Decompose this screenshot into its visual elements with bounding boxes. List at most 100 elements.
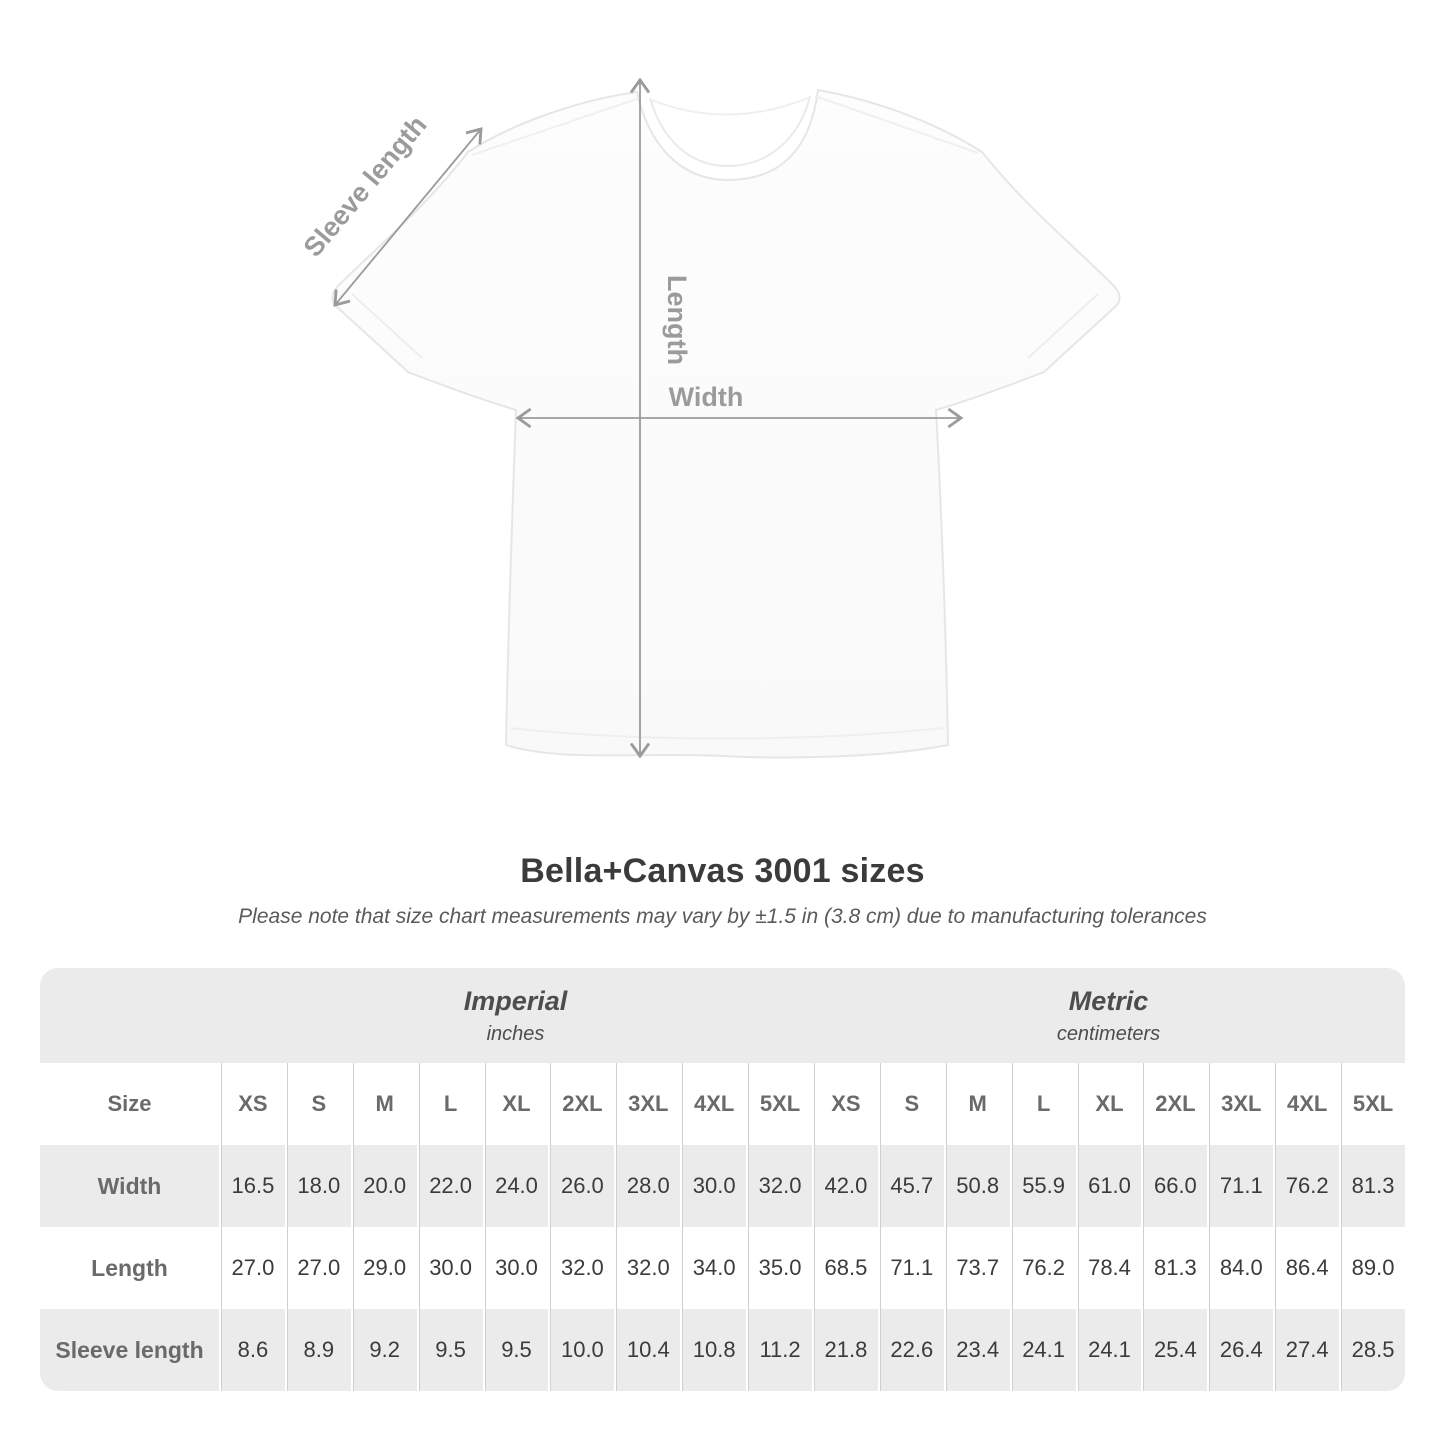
size-col-imperial-2xl: 2XL (548, 1063, 614, 1145)
value-imperial-xl: 24.0 (482, 1145, 549, 1227)
size-col-metric-3xl: 3XL (1207, 1063, 1273, 1145)
size-col-imperial-xl: XL (482, 1063, 549, 1145)
page-title: Bella+Canvas 3001 sizes (520, 852, 925, 890)
table-row: Width 16.5 18.0 20.0 22.0 24.0 26.0 28.0 30.0 32.… (40, 1145, 1405, 1227)
value-imperial-4xl: 30.0 (680, 1145, 746, 1227)
table-row: Size XS S M L XL 2XL 3XL 4XL 5XL XS S M L XL 2XL 3XL 4XL 5… (40, 1063, 1405, 1145)
value-metric-m: 23.4 (943, 1309, 1010, 1391)
table-row: Sleeve length 8.6 8.9 9.2 9.5 9.5 10.0 10.4 10.8… (40, 1309, 1405, 1391)
imperial-header: Imperial inches (219, 968, 812, 1063)
value-imperial-xl: 30.0 (482, 1227, 549, 1309)
value-metric-2xl: 66.0 (1141, 1145, 1207, 1227)
value-imperial-m: 20.0 (350, 1145, 417, 1227)
value-imperial-2xl: 26.0 (548, 1145, 614, 1227)
value-metric-l: 55.9 (1009, 1145, 1076, 1227)
value-imperial-5xl: 35.0 (746, 1227, 812, 1309)
value-imperial-l: 9.5 (416, 1309, 483, 1391)
value-metric-l: 24.1 (1009, 1309, 1076, 1391)
value-imperial-l: 22.0 (416, 1145, 483, 1227)
value-imperial-m: 29.0 (350, 1227, 417, 1309)
value-metric-s: 71.1 (877, 1227, 944, 1309)
value-metric-2xl: 81.3 (1141, 1227, 1207, 1309)
value-metric-m: 73.7 (943, 1227, 1010, 1309)
value-metric-5xl: 89.0 (1339, 1227, 1405, 1309)
size-table: Imperial inches Metric centimeters Size X… (40, 968, 1405, 1391)
metric-header: Metric centimeters (812, 968, 1405, 1063)
size-col-metric-l: L (1009, 1063, 1076, 1145)
value-imperial-5xl: 32.0 (746, 1145, 812, 1227)
size-col-metric-5xl: 5XL (1339, 1063, 1405, 1145)
size-col-imperial-5xl: 5XL (746, 1063, 812, 1145)
tolerance-note: Please note that size chart measurements… (238, 905, 1207, 928)
value-metric-3xl: 26.4 (1207, 1309, 1273, 1391)
size-col-metric-m: M (943, 1063, 1010, 1145)
value-metric-xs: 42.0 (811, 1145, 878, 1227)
value-metric-2xl: 25.4 (1141, 1309, 1207, 1391)
value-metric-m: 50.8 (943, 1145, 1010, 1227)
size-row-header: Size (107, 1091, 152, 1116)
value-metric-5xl: 81.3 (1339, 1145, 1405, 1227)
value-metric-s: 45.7 (877, 1145, 944, 1227)
value-metric-xs: 68.5 (811, 1227, 878, 1309)
value-imperial-4xl: 10.8 (680, 1309, 746, 1391)
value-imperial-s: 18.0 (284, 1145, 351, 1227)
value-imperial-xs: 8.6 (219, 1309, 285, 1391)
size-col-metric-xl: XL (1075, 1063, 1142, 1145)
value-imperial-3xl: 32.0 (614, 1227, 680, 1309)
size-col-imperial-s: S (284, 1063, 351, 1145)
value-metric-xl: 78.4 (1075, 1227, 1142, 1309)
value-metric-xl: 24.1 (1075, 1309, 1142, 1391)
row-label-sleeve-length: Sleeve length (55, 1336, 204, 1363)
size-col-imperial-l: L (416, 1063, 483, 1145)
row-label-length: Length (91, 1254, 168, 1281)
table-row: Length 27.0 27.0 29.0 30.0 30.0 32.0 32.0 34.0 35… (40, 1227, 1405, 1309)
value-imperial-5xl: 11.2 (746, 1309, 812, 1391)
size-col-metric-2xl: 2XL (1141, 1063, 1207, 1145)
value-imperial-3xl: 28.0 (614, 1145, 680, 1227)
value-metric-xl: 61.0 (1075, 1145, 1142, 1227)
value-imperial-xs: 27.0 (219, 1227, 285, 1309)
size-col-imperial-4xl: 4XL (680, 1063, 746, 1145)
value-imperial-m: 9.2 (350, 1309, 417, 1391)
unit-band-spacer (40, 968, 219, 1063)
imperial-unit: inches (486, 1022, 545, 1045)
imperial-title: Imperial (463, 985, 568, 1016)
value-metric-3xl: 71.1 (1207, 1145, 1273, 1227)
value-metric-xs: 21.8 (811, 1309, 878, 1391)
value-imperial-4xl: 34.0 (680, 1227, 746, 1309)
value-metric-3xl: 84.0 (1207, 1227, 1273, 1309)
metric-unit: centimeters (1056, 1022, 1161, 1045)
value-imperial-s: 27.0 (284, 1227, 351, 1309)
value-imperial-xl: 9.5 (482, 1309, 549, 1391)
heading: Bella+Canvas 3001 sizes Please note that… (0, 852, 1445, 929)
value-imperial-xs: 16.5 (219, 1145, 285, 1227)
length-label: Length (662, 275, 692, 365)
value-imperial-s: 8.9 (284, 1309, 351, 1391)
tshirt-diagram: Sleeve length Length Width (298, 77, 1121, 759)
row-label-width: Width (97, 1172, 162, 1199)
size-col-metric-s: S (877, 1063, 944, 1145)
value-metric-s: 22.6 (877, 1309, 944, 1391)
value-imperial-2xl: 10.0 (548, 1309, 614, 1391)
value-metric-4xl: 27.4 (1273, 1309, 1339, 1391)
value-metric-5xl: 28.5 (1339, 1309, 1405, 1391)
sleeve-arrow (333, 127, 483, 307)
metric-title: Metric (1068, 985, 1149, 1016)
value-imperial-3xl: 10.4 (614, 1309, 680, 1391)
measurement-arrows (333, 77, 964, 759)
unit-header-band: Imperial inches Metric centimeters (40, 968, 1405, 1063)
size-col-metric-xs: XS (811, 1063, 878, 1145)
value-imperial-l: 30.0 (416, 1227, 483, 1309)
width-label: Width (669, 382, 744, 412)
value-metric-4xl: 76.2 (1273, 1145, 1339, 1227)
size-col-metric-4xl: 4XL (1273, 1063, 1339, 1145)
value-metric-l: 76.2 (1009, 1227, 1076, 1309)
value-metric-4xl: 86.4 (1273, 1227, 1339, 1309)
size-col-imperial-3xl: 3XL (614, 1063, 680, 1145)
size-col-imperial-xs: XS (219, 1063, 285, 1145)
tshirt-silhouette (331, 89, 1121, 759)
size-table-rows: Size XS S M L XL 2XL 3XL 4XL 5XL XS S M L XL 2XL 3XL 4XL 5… (40, 1063, 1405, 1391)
size-col-imperial-m: M (350, 1063, 417, 1145)
value-imperial-2xl: 32.0 (548, 1227, 614, 1309)
